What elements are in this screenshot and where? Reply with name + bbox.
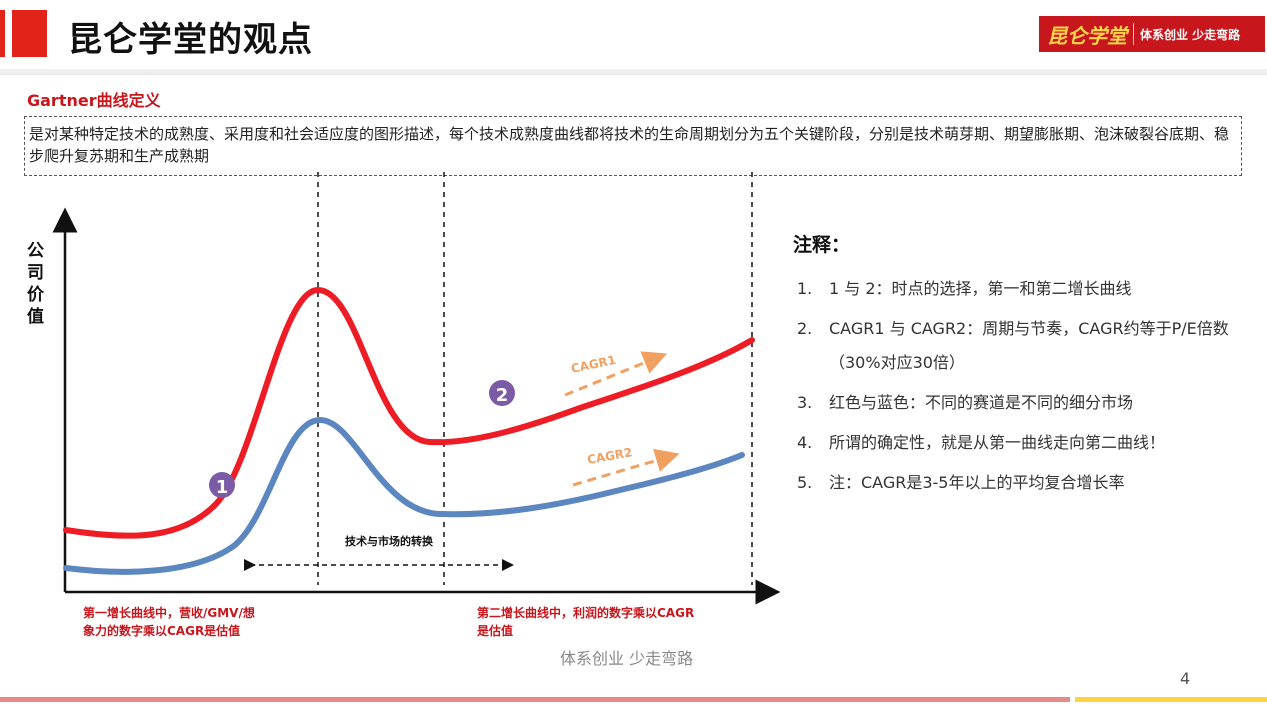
footer-slogan: 体系创业 少走弯路 <box>560 649 694 668</box>
header-accent-block <box>12 10 47 57</box>
list-item: 5. 注：CAGR是3-5年以上的平均复合增长率 <box>797 473 1125 492</box>
blue-growth-curve <box>63 416 745 575</box>
marker-1-label: 1 <box>216 477 229 498</box>
definition-text: 是对某种特定技术的成熟度、采用度和社会适应度的图形描述，每个技术成熟度曲线都将技… <box>29 125 1230 165</box>
definition-title: Gartner曲线定义 <box>27 91 161 110</box>
logo-separator <box>1133 23 1134 45</box>
list-item: 4. 所谓的确定性，就是从第一曲线走向第二曲线！ <box>797 433 1166 452</box>
cagr2-arrow <box>572 448 680 487</box>
logo-tagline: 体系创业 少走弯路 <box>1140 27 1241 42</box>
cagr1-label: CAGR1 <box>570 353 617 376</box>
marker-2-circle <box>489 380 515 406</box>
brand-logo: 昆仑学堂 体系创业 少走弯路 <box>1039 16 1265 52</box>
footer-bar-yellow <box>1075 697 1267 702</box>
page-number: 4 <box>1180 669 1191 688</box>
list-item: 2. CAGR1 与 CAGR2：周期与节奏，CAGR约等于P/E倍数（30%对应… <box>797 319 1229 372</box>
list-item: 1. 1 与 2：时点的选择，第一和第二增长曲线 <box>797 279 1132 298</box>
list-item: 3. 红色与蓝色：不同的赛道是不同的细分市场 <box>797 393 1134 412</box>
cagr2-label: CAGR2 <box>586 445 633 467</box>
transition-label: 技术与市场的转换 <box>345 534 434 548</box>
notes-title: 注释： <box>793 234 851 256</box>
marker-1-circle <box>209 472 235 498</box>
caption-right: 第二增长曲线中，利润的数字乘以CAGR 是估值 <box>476 605 698 638</box>
caption-left: 第一增长曲线中，营收/GMV/想 象力的数字乘以CAGR是估值 <box>83 605 259 638</box>
red-growth-curve <box>63 286 755 539</box>
growth-curve-diagram: 技术与市场的转换 1 2 CAGR1 CAGR2 公 司 价 值 第一增长曲线中… <box>27 172 781 638</box>
logo-wordmark: 昆仑学堂 <box>1047 23 1127 48</box>
footer-bar-red <box>0 697 1070 702</box>
marker-2-label: 2 <box>496 385 509 406</box>
y-axis-label: 公 司 价 值 <box>27 241 50 327</box>
page-title: 昆仑学堂的观点 <box>68 20 313 60</box>
header-divider <box>0 69 1267 75</box>
header-accent-bar <box>0 10 5 57</box>
cagr1-arrow <box>564 351 668 397</box>
definition-box: 是对某种特定技术的成熟度、采用度和社会适应度的图形描述，每个技术成熟度曲线都将技… <box>24 116 1242 176</box>
notes-list: 1. 1 与 2：时点的选择，第一和第二增长曲线 2. CAGR1 与 CAGR2：… <box>797 272 1237 506</box>
